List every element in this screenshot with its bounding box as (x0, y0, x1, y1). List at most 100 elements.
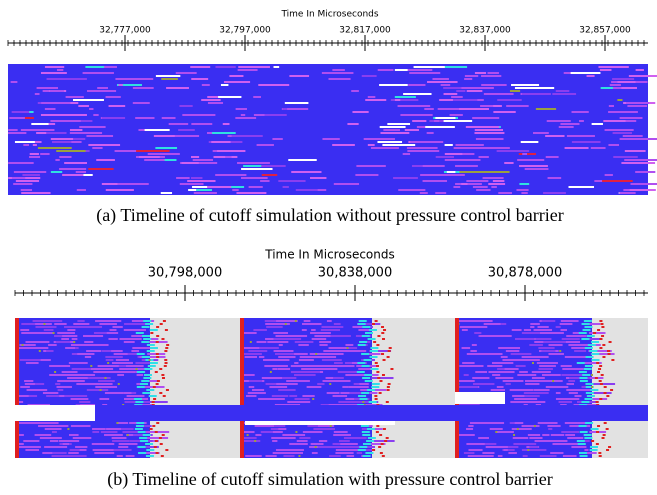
timeline-event (52, 452, 67, 454)
timeline-event (35, 359, 51, 361)
timeline-event (608, 105, 615, 107)
timeline-edge (145, 443, 154, 445)
timeline-event (44, 66, 65, 68)
timeline-event (201, 99, 221, 101)
timeline-event (493, 111, 516, 113)
timeline-event (317, 368, 338, 370)
timeline-event (371, 443, 386, 445)
timeline-edge (591, 440, 595, 442)
timeline-event (524, 168, 549, 170)
timeline-event (87, 90, 117, 92)
timeline-event (145, 437, 169, 439)
timeline-event (113, 353, 128, 355)
timeline-event (190, 66, 211, 68)
timeline-edge (365, 452, 374, 454)
timeline-edge (371, 383, 380, 385)
timeline-edge (601, 437, 605, 439)
timeline-event (547, 425, 561, 427)
timeline-event (519, 183, 530, 185)
timeline-event (71, 120, 93, 122)
timeline-event (571, 111, 589, 113)
timeline-event (263, 398, 285, 400)
timeline-event (437, 108, 462, 110)
timeline-event (176, 177, 190, 179)
timeline-event (564, 398, 580, 400)
timeline-event (538, 368, 553, 370)
timeline-event (540, 371, 547, 373)
timeline-event (327, 392, 340, 394)
timeline-edge (161, 377, 165, 379)
timeline-event (23, 440, 40, 442)
timeline-event (568, 392, 578, 394)
timeline-edge (579, 380, 588, 382)
timeline-dot (552, 380, 555, 382)
timeline-event (275, 353, 295, 355)
timeline-event (488, 371, 507, 373)
timeline-event (299, 437, 311, 439)
timeline-event (89, 335, 104, 337)
timeline-event (264, 320, 279, 322)
timeline-event (109, 449, 132, 451)
timeline-edge (369, 356, 378, 358)
timeline-event (461, 183, 468, 185)
timeline-edge (598, 380, 602, 382)
timeline-event (427, 81, 458, 83)
timeline-event (295, 189, 320, 191)
timeline-edge (149, 362, 158, 364)
timeline-edge (598, 455, 602, 457)
timeline-event (579, 120, 584, 122)
timeline-event (252, 347, 260, 349)
timeline-event (461, 347, 471, 349)
timeline-event (333, 434, 351, 436)
timeline-event (328, 78, 351, 80)
timeline-event (105, 356, 123, 358)
timeline-event (100, 431, 118, 433)
timeline-event (298, 359, 314, 361)
timeline-edge (606, 395, 610, 397)
timeline-event (193, 192, 217, 194)
timeline-event (118, 446, 129, 448)
timeline-event (543, 192, 566, 194)
timeline-event (131, 368, 151, 370)
timeline-event (332, 395, 348, 397)
timeline-edge (364, 380, 373, 382)
timeline-event (267, 341, 289, 343)
timeline-event (590, 147, 606, 149)
timeline-dot (294, 320, 297, 322)
timeline-event (196, 189, 212, 191)
timeline-dot (533, 425, 536, 427)
timeline-edge (581, 401, 590, 403)
timeline-event (131, 320, 155, 322)
timeline-event (17, 443, 24, 445)
timeline-event (140, 386, 165, 388)
timeline-event (144, 401, 168, 403)
timeline-edge (595, 401, 599, 403)
timeline-edge (599, 398, 603, 400)
timeline-event (627, 105, 648, 107)
timeline-edge (579, 431, 588, 433)
timeline-event (122, 431, 133, 433)
timeline-edge (576, 362, 585, 364)
timeline-event (78, 105, 89, 107)
timeline-event (519, 371, 528, 373)
timeline-event (123, 353, 142, 355)
timeline-event (120, 428, 134, 430)
timeline-edge (366, 440, 375, 442)
timeline-edge (578, 425, 587, 427)
timeline-event (535, 338, 552, 340)
timeline-event (24, 380, 34, 382)
timeline-event (179, 183, 204, 185)
timeline-event (29, 111, 34, 113)
timeline-event (406, 147, 438, 149)
timeline-edge (358, 320, 367, 322)
timeline-event (49, 365, 71, 367)
timeline-event (332, 144, 355, 146)
sync-gap (245, 421, 395, 425)
timeline-edge (145, 455, 154, 457)
timeline-event (140, 452, 160, 454)
sync-band (15, 405, 648, 421)
timeline-event (254, 425, 274, 427)
timeline-event (323, 350, 347, 352)
timeline-event (603, 120, 626, 122)
timeline-edge (134, 428, 143, 430)
